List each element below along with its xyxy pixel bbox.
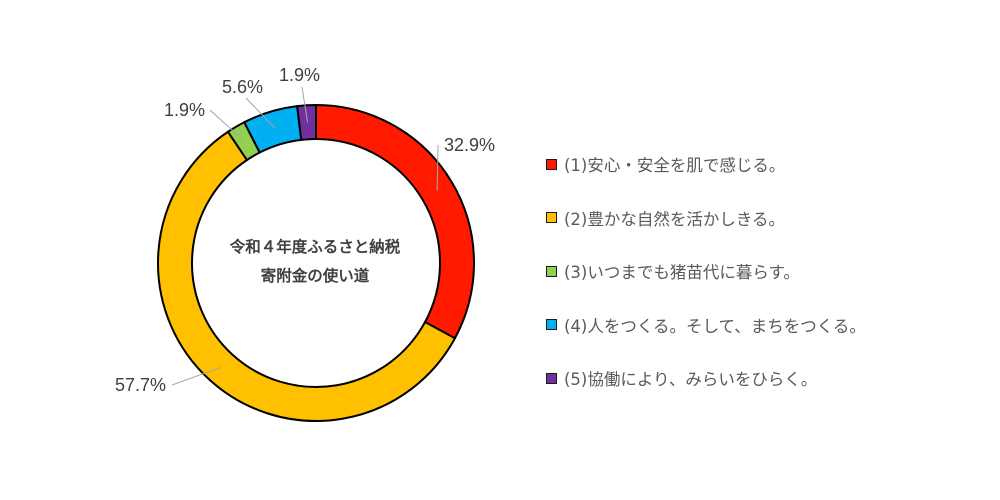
legend-swatch-1 <box>546 158 557 170</box>
legend-label-3: (3)いつまでも猪苗代に暮らす。 <box>564 263 800 282</box>
center-title-line-1: 令和４年度ふるさと納税 <box>229 238 401 256</box>
data-label-3: 1.9% <box>164 100 205 120</box>
data-label-5: 1.9% <box>279 65 320 85</box>
legend-item-1: (1)安心・安全を肌で感じる。 <box>546 150 866 178</box>
donut-slice-5 <box>296 103 317 141</box>
legend-swatch-3 <box>546 265 557 277</box>
leader-line-2 <box>171 366 222 386</box>
legend-swatch-4 <box>546 319 557 330</box>
data-label-4: 5.6% <box>222 77 263 97</box>
donut-slice-2 <box>157 130 457 422</box>
legend-item-2: (2)豊かな自然を活かしきる。 <box>546 204 866 232</box>
legend-swatch-2 <box>546 212 557 223</box>
data-label-1: 32.9% <box>444 135 495 155</box>
leader-line-4 <box>245 97 276 129</box>
leader-line-1 <box>436 144 439 191</box>
leader-line-3 <box>209 109 245 142</box>
legend: (1)安心・安全を肌で感じる。 (2)豊かな自然を活かしきる。 (3)いつまでも… <box>546 150 866 418</box>
legend-label-5: (5)協働により、みらいをひらく。 <box>564 370 818 389</box>
legend-item-3: (3)いつまでも猪苗代に暮らす。 <box>546 257 866 285</box>
legend-item-5: (5)協働により、みらいをひらく。 <box>546 364 866 392</box>
legend-label-2: (2)豊かな自然を活かしきる。 <box>564 209 786 229</box>
chart-center-title: 令和４年度ふるさと納税 寄附金の使い道 <box>195 233 435 291</box>
legend-item-4: (4)人をつくる。そして、まちをつくる。 <box>546 311 866 339</box>
leader-line-5 <box>301 86 309 123</box>
legend-label-4: (4)人をつくる。そして、まちをつくる。 <box>564 316 866 336</box>
legend-label-1: (1)安心・安全を肌で感じる。 <box>564 156 786 175</box>
legend-swatch-5 <box>546 372 557 384</box>
data-label-2: 57.7% <box>115 375 166 395</box>
center-title-line-2: 寄附金の使い道 <box>260 267 370 285</box>
